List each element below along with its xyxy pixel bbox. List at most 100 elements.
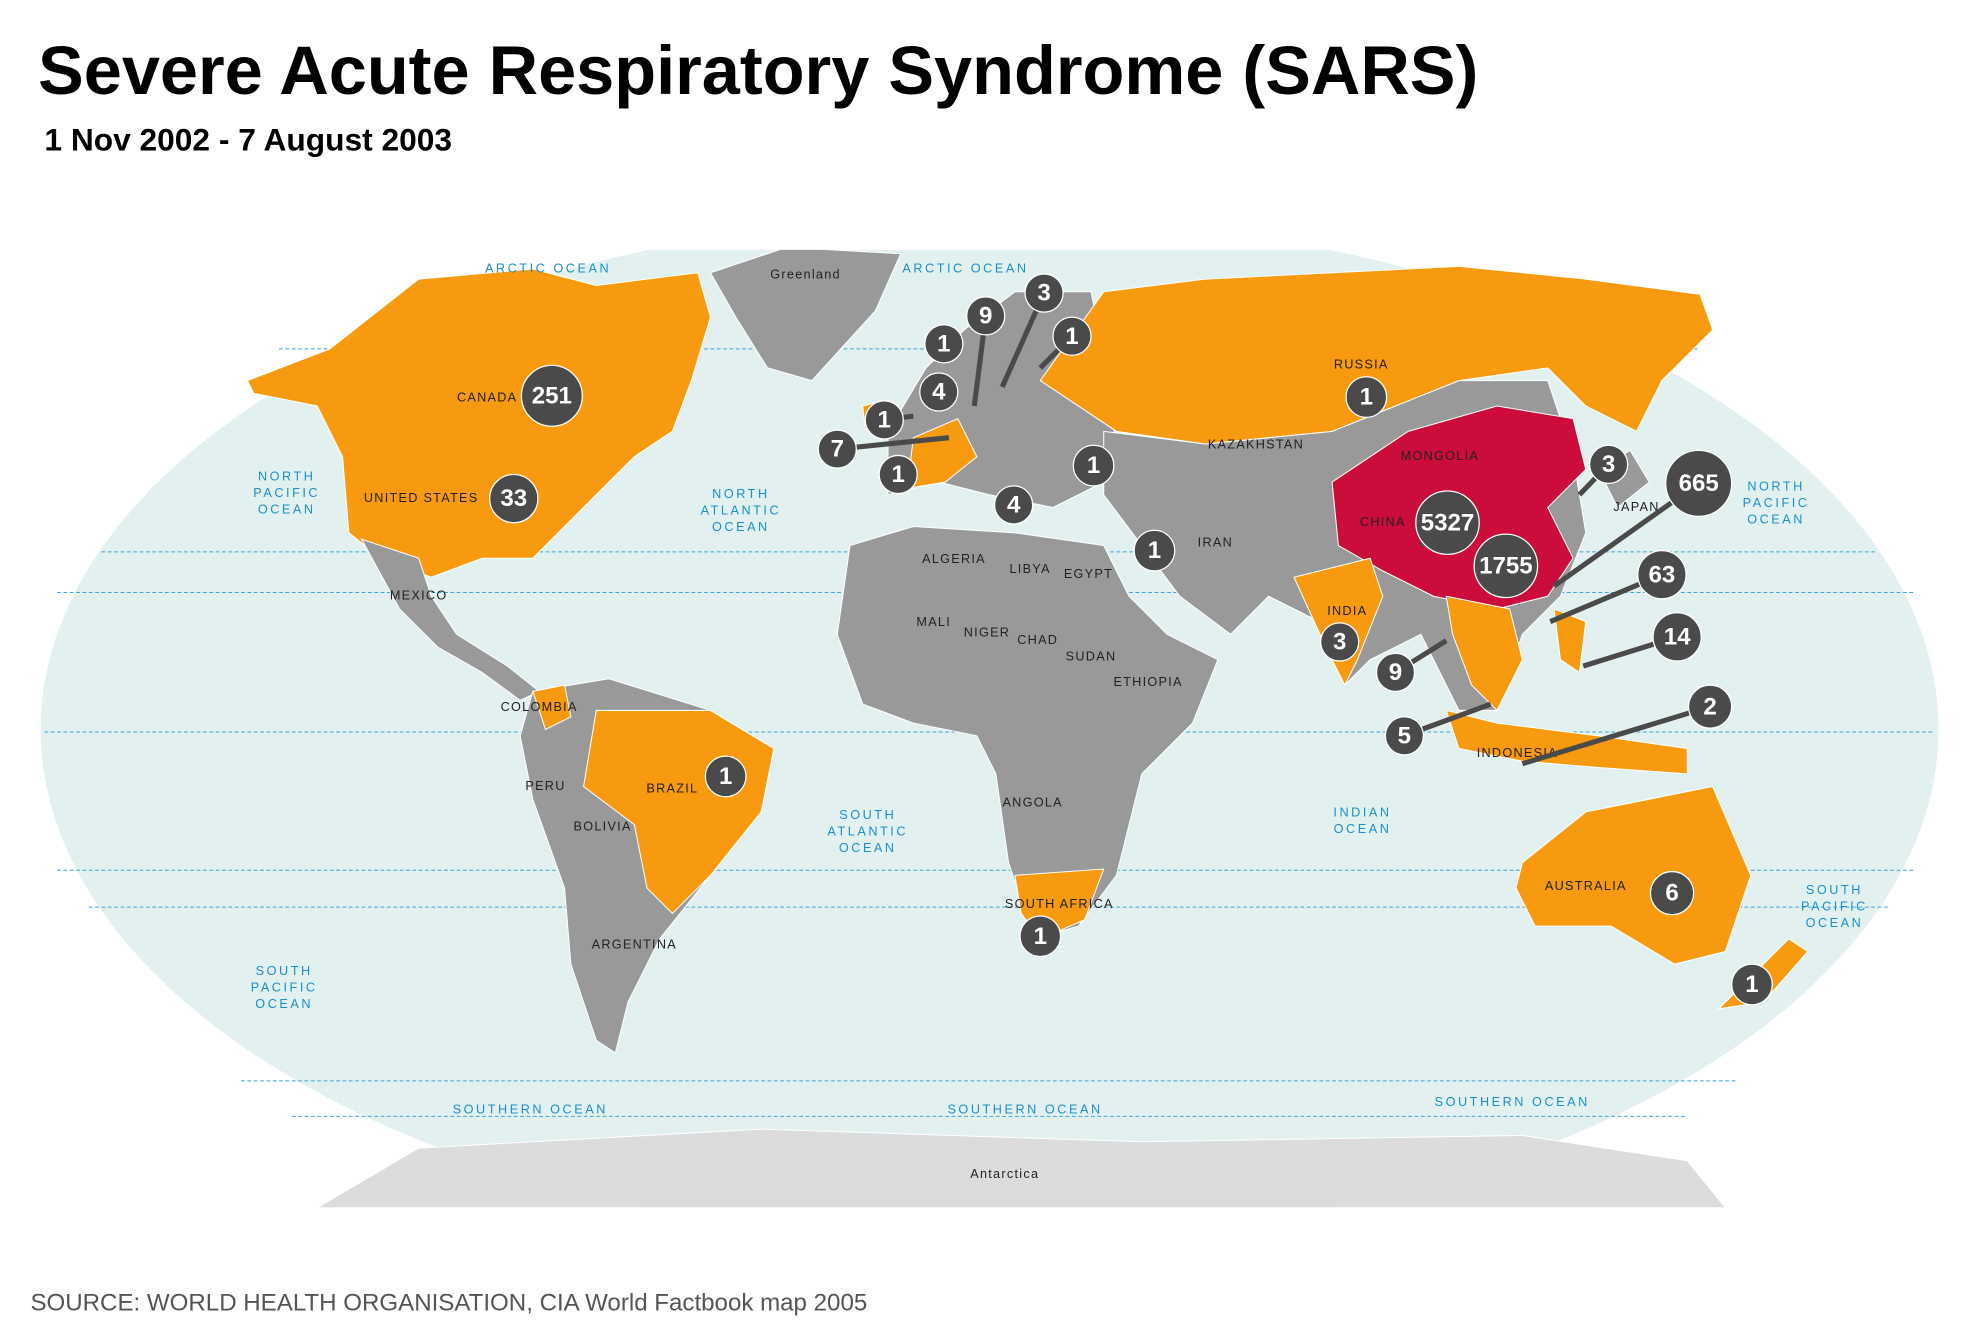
- case-count: 1: [1034, 923, 1047, 950]
- ocean-label: OCEAN: [258, 502, 316, 516]
- country-label: Antarctica: [970, 1167, 1039, 1181]
- marker-circle: [1019, 915, 1062, 958]
- case-count: 665: [1679, 470, 1719, 497]
- map: CANADA UNITED STATES MEXICO BRAZIL PERU BOLIV…: [40, 249, 1939, 1208]
- marker-circle: [489, 473, 539, 524]
- marker-circle: [1072, 444, 1115, 487]
- marker-circle: [1473, 533, 1539, 599]
- country-label: RUSSIA: [1334, 358, 1389, 372]
- case-markers: 2513311153271755665631423395611147114193…: [489, 273, 1773, 1006]
- ocean-label: NORTH: [1747, 480, 1805, 494]
- marker-circle: [1687, 684, 1733, 729]
- country-label: KAZAKHSTAN: [1208, 438, 1304, 452]
- case-count: 9: [979, 303, 992, 330]
- leader-line: [1521, 704, 1711, 767]
- country-label: ANGOLA: [1002, 795, 1062, 809]
- ocean-label: SOUTHERN OCEAN: [453, 1102, 608, 1116]
- country-label: COLOMBIA: [501, 700, 578, 714]
- ocean-label: OCEAN: [255, 997, 313, 1011]
- case-count: 14: [1664, 623, 1691, 650]
- marker-circle: [1320, 622, 1360, 662]
- marker-circle: [1415, 490, 1480, 556]
- case-count: 1: [1745, 971, 1758, 998]
- case-count: 7: [831, 436, 844, 463]
- country-label: JAPAN: [1613, 500, 1659, 514]
- marker-circle: [1588, 444, 1629, 484]
- country-label: ARGENTINA: [592, 937, 677, 951]
- country-label: INDONESIA: [1477, 746, 1558, 760]
- country-label: INDIA: [1327, 604, 1367, 618]
- country-label: MONGOLIA: [1401, 449, 1479, 463]
- case-count: 1: [1360, 384, 1373, 411]
- case-count: 1: [1148, 537, 1161, 564]
- ocean-label: OCEAN: [839, 841, 897, 855]
- marker-circle: [1384, 716, 1425, 756]
- country-label: CHINA: [1360, 515, 1406, 529]
- marker-circle: [924, 324, 964, 364]
- marker-circle: [878, 454, 918, 495]
- case-count: 1: [891, 461, 904, 488]
- case-count: 5327: [1421, 509, 1475, 536]
- ocean-label: SOUTHERN OCEAN: [947, 1102, 1102, 1116]
- case-count: 63: [1649, 561, 1676, 588]
- country-label: CANADA: [457, 391, 517, 405]
- marker-circle: [966, 296, 1006, 336]
- ocean-label: SOUTHERN OCEAN: [1435, 1095, 1590, 1109]
- marker-circle: [919, 372, 959, 412]
- ocean-label: ARCTIC OCEAN: [485, 261, 611, 275]
- ocean-label: ARCTIC OCEAN: [902, 261, 1028, 275]
- case-count: 5: [1398, 722, 1411, 749]
- marker-circle: [1133, 529, 1176, 572]
- country-label: ALGERIA: [922, 552, 986, 566]
- ocean-label: NORTH: [258, 469, 316, 483]
- case-count: 2: [1703, 693, 1716, 720]
- ocean-label: PACIFIC: [251, 981, 318, 995]
- case-count: 1: [1087, 452, 1100, 479]
- marker-circle: [520, 364, 583, 427]
- ocean-label: INDIAN: [1333, 806, 1391, 820]
- country-label: EGYPT: [1064, 567, 1113, 581]
- case-count: 1: [719, 763, 732, 790]
- country-label: LIBYA: [1009, 562, 1050, 576]
- case-count: 3: [1037, 280, 1050, 307]
- case-count: 4: [932, 379, 946, 406]
- ocean-label: OCEAN: [1334, 822, 1392, 836]
- ocean-label: OCEAN: [1806, 916, 1864, 930]
- marker-circle: [704, 755, 747, 798]
- case-count: 1755: [1479, 552, 1533, 579]
- ocean-label: OCEAN: [1747, 512, 1805, 526]
- case-count: 1: [878, 407, 891, 434]
- country-label: NIGER: [964, 625, 1010, 639]
- ocean-label: PACIFIC: [253, 486, 320, 500]
- marker-circle: [1731, 963, 1773, 1006]
- country-label: CHAD: [1017, 633, 1058, 647]
- ocean-label: SOUTH: [839, 808, 896, 822]
- marker-circle: [817, 429, 857, 469]
- country-label: Greenland: [770, 268, 841, 282]
- case-count: 3: [1602, 451, 1615, 478]
- marker-circle: [1345, 376, 1388, 419]
- ocean-label: OCEAN: [712, 520, 770, 534]
- marker-circle: [993, 485, 1034, 525]
- ocean-label: PACIFIC: [1801, 899, 1868, 913]
- marker-circle: [1665, 449, 1733, 517]
- country-label: UNITED STATES: [364, 491, 479, 505]
- country-label: MEXICO: [390, 589, 448, 603]
- country-label: PERU: [525, 779, 565, 793]
- marker-circle: [1052, 316, 1092, 356]
- case-count: 33: [500, 485, 527, 512]
- ocean-label: SOUTH: [256, 964, 313, 978]
- country-label: IRAN: [1198, 535, 1233, 549]
- case-count: 1: [937, 330, 950, 357]
- subtitle: 1 Nov 2002 - 7 August 2003: [44, 121, 452, 157]
- ocean-label: PACIFIC: [1743, 496, 1810, 510]
- ocean-label: ATLANTIC: [701, 504, 782, 518]
- country-label: MALI: [916, 615, 951, 629]
- country-label: SOUTH AFRICA: [1005, 897, 1114, 911]
- marker-circle: [1375, 652, 1416, 693]
- marker-circle: [1649, 870, 1695, 916]
- source: SOURCE: WORLD HEALTH ORGANISATION, CIA W…: [30, 1290, 867, 1317]
- case-count: 6: [1665, 880, 1678, 907]
- case-count: 9: [1389, 659, 1402, 686]
